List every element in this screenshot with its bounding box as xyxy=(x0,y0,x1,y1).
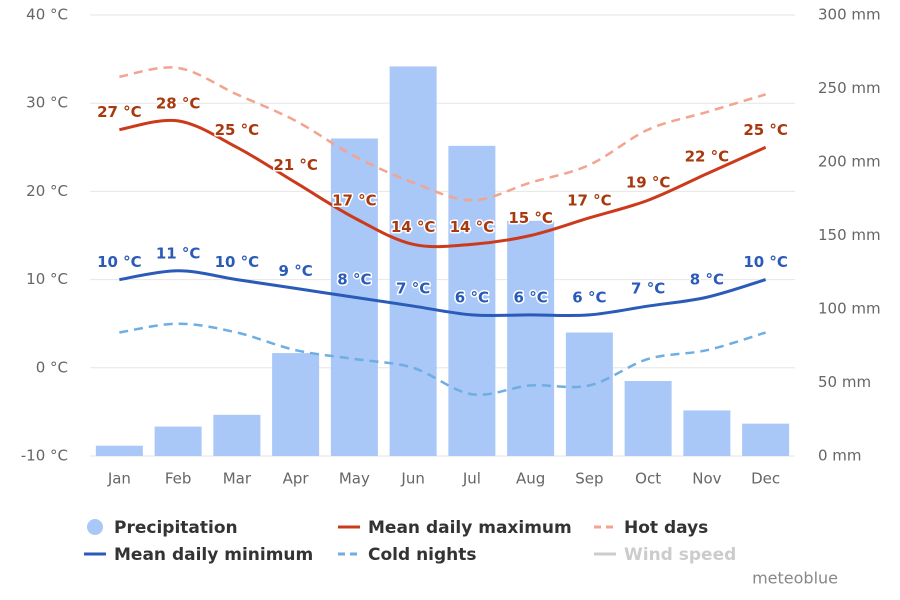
bar xyxy=(624,381,672,456)
data-label: 27 °C xyxy=(97,103,142,121)
x-tick-label: Apr xyxy=(283,470,310,488)
y-tick-label: 20 °C xyxy=(26,182,68,200)
data-label: 6 °C xyxy=(514,288,548,306)
y2-tick-label: 200 mm xyxy=(818,153,881,171)
data-label: 17 °C xyxy=(567,191,612,209)
credit: meteoblue xyxy=(752,569,838,588)
y2-tick-label: 150 mm xyxy=(818,226,881,244)
x-tick-label: May xyxy=(339,470,370,488)
data-label: 10 °C xyxy=(97,253,142,271)
y-tick-label: 40 °C xyxy=(26,6,68,24)
line xyxy=(119,66,766,202)
x-tick-label: Jun xyxy=(400,470,424,488)
data-label: 17 °C xyxy=(332,191,377,209)
grid xyxy=(90,14,795,457)
x-tick-label: Dec xyxy=(751,470,780,488)
data-label: 25 °C xyxy=(215,121,260,139)
legend-swatch xyxy=(87,519,103,535)
bar xyxy=(154,426,202,456)
bar xyxy=(507,220,555,456)
y-tick-label: 30 °C xyxy=(26,94,68,112)
data-label: 8 °C xyxy=(690,271,724,289)
bar xyxy=(742,423,790,456)
x-tick-label: Jul xyxy=(462,470,481,488)
bar xyxy=(389,66,437,456)
data-label: 14 °C xyxy=(450,218,495,236)
legend-label: Precipitation xyxy=(114,518,238,538)
x-tick-label: Jan xyxy=(107,470,131,488)
data-label: 11 °C xyxy=(156,244,201,262)
bar xyxy=(95,445,143,456)
data-label: 21 °C xyxy=(273,156,318,174)
y2-tick-label: 0 mm xyxy=(818,447,862,465)
data-label: 9 °C xyxy=(279,262,313,280)
y2-tick-label: 300 mm xyxy=(818,6,881,24)
line xyxy=(119,269,767,318)
legend-label: Mean daily minimum xyxy=(114,545,313,565)
data-label: 15 °C xyxy=(508,209,553,227)
x-tick-label: Nov xyxy=(692,470,721,488)
x-tick-label: Sep xyxy=(575,470,603,488)
data-label: 6 °C xyxy=(572,288,606,306)
x-tick-label: Feb xyxy=(165,470,192,488)
x-tick-label: Oct xyxy=(635,470,661,488)
y-tick-label: 0 °C xyxy=(36,358,68,376)
y-tick-label: 10 °C xyxy=(26,270,68,288)
data-label: 10 °C xyxy=(743,253,788,271)
data-label: 10 °C xyxy=(215,253,260,271)
data-label: 7 °C xyxy=(396,280,430,298)
bar xyxy=(683,410,731,456)
line xyxy=(119,118,767,249)
data-label: 25 °C xyxy=(743,121,788,139)
data-label: 22 °C xyxy=(685,147,730,165)
data-label: 8 °C xyxy=(337,271,371,289)
x-tick-label: Aug xyxy=(516,470,545,488)
bars xyxy=(95,66,790,457)
data-label: 7 °C xyxy=(631,280,665,298)
bar xyxy=(565,332,613,456)
legend-label: Mean daily maximum xyxy=(368,518,572,538)
bar xyxy=(213,414,261,456)
legend-label: Wind speed xyxy=(624,545,736,565)
y2-tick-label: 250 mm xyxy=(818,79,881,97)
data-labels: 27 °C 28 °C 25 °C 21 °C 17 °C 14 °C 14 °C 15 °C… xyxy=(96,93,790,308)
y2-tick-label: 100 mm xyxy=(818,300,881,318)
y2-tick-label: 50 mm xyxy=(818,373,871,391)
bar xyxy=(272,353,320,456)
legend-label: Cold nights xyxy=(368,545,477,565)
data-label: 14 °C xyxy=(391,218,436,236)
data-label: 28 °C xyxy=(156,94,201,112)
x-tick-label: Mar xyxy=(223,470,252,488)
legend-label: Hot days xyxy=(624,518,708,538)
data-label: 6 °C xyxy=(455,288,489,306)
line xyxy=(119,322,766,397)
lines xyxy=(119,66,767,397)
y-tick-label: -10 °C xyxy=(21,447,68,465)
data-label: 19 °C xyxy=(626,174,671,192)
